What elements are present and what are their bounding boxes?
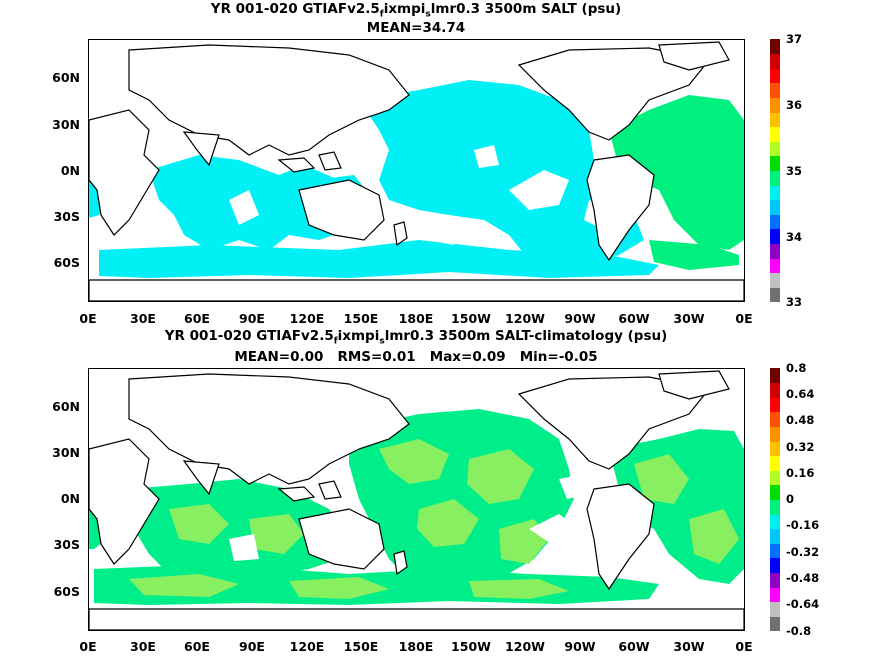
panel2-colorbar-segment	[770, 514, 780, 530]
panel2-cbar-label-8: -0.48	[786, 571, 820, 585]
panel2-colorbar-segment	[770, 426, 780, 442]
panel2-cbar-label-7: -0.32	[786, 545, 820, 559]
panel1-colorbar-segment	[770, 258, 780, 274]
panel1-colorbar-segment	[770, 68, 780, 84]
panel1-colorbar-segment	[770, 228, 780, 245]
panel2-colorbar	[770, 368, 780, 632]
panel2-lat-0n: 0N	[60, 491, 80, 506]
panel2-colorbar-segment	[770, 382, 780, 398]
panel1-lon-30e: 30E	[130, 311, 156, 326]
panel2-colorbar-segment	[770, 572, 780, 588]
panel1-colorbar-segment	[770, 214, 780, 230]
panel1-colorbar-segment	[770, 112, 780, 128]
panel2-lon-0e: 0E	[79, 639, 97, 654]
panel1-lat-60s: 60S	[53, 255, 80, 270]
panel2-lon-60w: 60W	[618, 639, 650, 654]
panel2-colorbar-segment	[770, 557, 780, 574]
panel1-lon-120w: 120W	[505, 311, 545, 326]
panel1-lon-0e-end: 0E	[735, 311, 753, 326]
panel2-lon-180e: 180E	[398, 639, 434, 654]
panel1-lat-30n: 30N	[52, 117, 80, 132]
panel1-colorbar-segment	[770, 126, 780, 142]
panel1-lon-90w: 90W	[564, 311, 596, 326]
panel2-lon-120e: 120E	[289, 639, 325, 654]
panel2-cbar-label-3: 0.32	[786, 440, 815, 454]
panel2-colorbar-segment	[770, 411, 780, 427]
panel1-lon-120e: 120E	[289, 311, 325, 326]
panel1-lon-60w: 60W	[618, 311, 650, 326]
panel2-subtitle: MEAN=0.00 RMS=0.01 Max=0.09 Min=-0.05	[234, 349, 598, 365]
panel2-lon-90w: 90W	[564, 639, 596, 654]
panel2-lon-150e: 150E	[343, 639, 379, 654]
panel2-field	[89, 370, 744, 630]
panel2-title: YR 001-020 GTIAFv2.5fixmpislmr0.3 3500m …	[164, 328, 668, 347]
panel2-cbar-label-10: -0.8	[786, 624, 812, 638]
panel2-cbar-label-4: 0.16	[786, 466, 815, 480]
panel1-cbar-label-33: 33	[786, 295, 803, 309]
panel1-lat-30s: 30S	[53, 209, 80, 224]
panel1-cbar-label-34: 34	[786, 230, 803, 244]
panel1-colorbar-segment	[770, 243, 780, 259]
panel2-cbar-label-6: -0.16	[786, 518, 820, 532]
panel2-lon-90e: 90E	[239, 639, 265, 654]
panel1-colorbar	[770, 39, 780, 303]
panel2-colorbar-segment	[770, 587, 780, 603]
panel1-colorbar-segment	[770, 272, 780, 288]
panel2-cbar-label-2: 0.48	[786, 413, 815, 427]
panel2-lat-60n: 60N	[52, 399, 80, 414]
panel2-lon-30w: 30W	[673, 639, 705, 654]
panel1-map	[88, 39, 745, 302]
panel2-cbar-label-0: 0.8	[786, 361, 807, 375]
panel2-lon-150w: 150W	[451, 639, 491, 654]
panel2-cbar-label-9: -0.64	[786, 597, 820, 611]
panel1-colorbar-segment	[770, 97, 780, 113]
panel2-colorbar-segment	[770, 397, 780, 413]
panel2-lon-60e: 60E	[184, 639, 210, 654]
panel1-field	[89, 41, 744, 301]
panel2-lon-0e-end: 0E	[735, 639, 753, 654]
panel1-colorbar-segment	[770, 39, 780, 55]
panel2-map	[88, 368, 745, 631]
panel2-colorbar-segment	[770, 601, 780, 617]
panel1-colorbar-segment	[770, 53, 780, 69]
panel1-lon-150w: 150W	[451, 311, 491, 326]
panel2-colorbar-segment	[770, 368, 780, 384]
panel1-colorbar-segment	[770, 155, 780, 171]
panel1-lon-60e: 60E	[184, 311, 210, 326]
panel2-lon-30e: 30E	[130, 639, 156, 654]
panel1-colorbar-segment	[770, 170, 780, 186]
panel1-cbar-label-36: 36	[786, 98, 803, 112]
panel1-colorbar-segment	[770, 199, 780, 215]
panel1-colorbar-segment	[770, 141, 780, 157]
panel2-colorbar-segment	[770, 528, 780, 544]
panel2-colorbar-segment	[770, 499, 780, 515]
panel2-colorbar-segment	[770, 455, 780, 471]
panel2-colorbar-segment	[770, 441, 780, 457]
panel1-lon-0e: 0E	[79, 311, 97, 326]
panel2-cbar-label-1: 0.64	[786, 387, 815, 401]
panel1-title: YR 001-020 GTIAFv2.5fixmpislmr0.3 3500m …	[210, 1, 622, 20]
panel2-lat-60s: 60S	[53, 584, 80, 599]
panel2-lat-30n: 30N	[52, 445, 80, 460]
panel1-colorbar-segment	[770, 185, 780, 201]
panel1-colorbar-segment	[770, 82, 780, 98]
panel1-lon-150e: 150E	[343, 311, 379, 326]
panel2-lon-120w: 120W	[505, 639, 545, 654]
panel1-lon-180e: 180E	[398, 311, 434, 326]
panel2-lat-30s: 30S	[53, 537, 80, 552]
panel1-colorbar-segment	[770, 287, 780, 303]
panel1-lon-30w: 30W	[673, 311, 705, 326]
panel2-colorbar-segment	[770, 543, 780, 559]
panel2-colorbar-segment	[770, 484, 780, 500]
panel1-subtitle: MEAN=34.74	[366, 20, 466, 36]
panel1-lat-0n: 0N	[60, 163, 80, 178]
panel2-colorbar-segment	[770, 470, 780, 486]
panel2-cbar-label-5: 0	[786, 492, 795, 506]
panel1-lon-90e: 90E	[239, 311, 265, 326]
panel1-cbar-label-35: 35	[786, 164, 803, 178]
panel2-colorbar-segment	[770, 616, 780, 632]
panel1-lat-60n: 60N	[52, 70, 80, 85]
panel1-cbar-label-37: 37	[786, 32, 803, 46]
